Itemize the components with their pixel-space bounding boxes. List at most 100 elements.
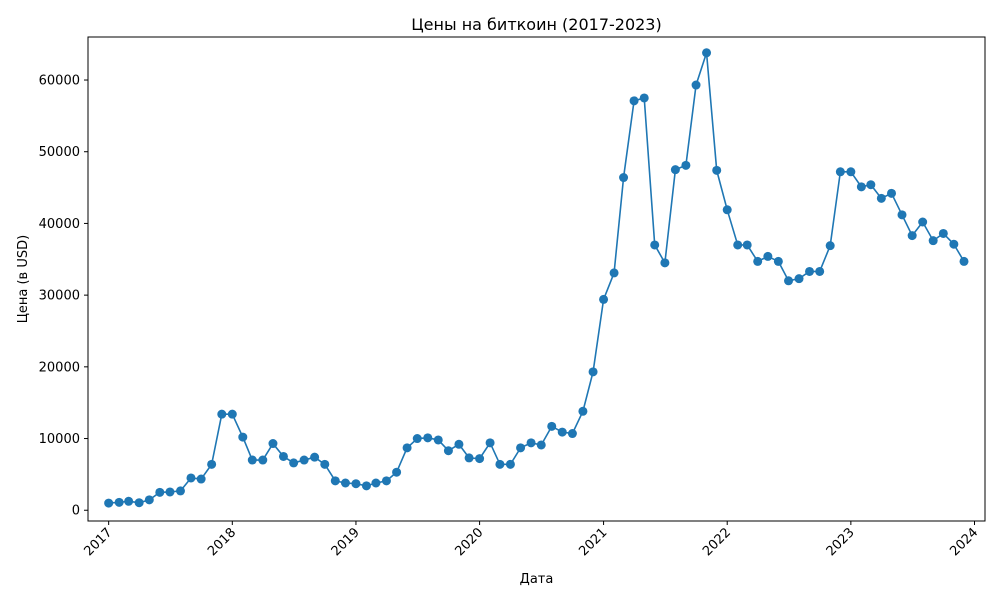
y-tick-label: 40000 bbox=[39, 217, 80, 232]
x-axis-title: Дата bbox=[520, 572, 554, 587]
data-point bbox=[505, 459, 515, 469]
data-point bbox=[959, 256, 969, 266]
data-point bbox=[784, 276, 794, 286]
x-axis-ticks: 2017 2018 2019 2020 2021 2022 2023 2024 bbox=[81, 521, 981, 559]
data-point bbox=[938, 228, 948, 238]
data-point bbox=[773, 256, 783, 266]
data-point bbox=[155, 487, 165, 497]
data-point bbox=[876, 193, 886, 203]
data-point bbox=[856, 182, 866, 192]
data-point bbox=[175, 486, 185, 496]
data-point bbox=[918, 217, 928, 227]
data-point bbox=[196, 474, 206, 484]
data-point bbox=[381, 476, 391, 486]
data-point bbox=[340, 478, 350, 488]
data-point bbox=[639, 93, 649, 103]
data-point bbox=[310, 452, 320, 462]
data-point bbox=[805, 266, 815, 276]
data-point bbox=[247, 455, 257, 465]
data-point bbox=[702, 48, 712, 58]
chart-title: Цены на биткоин (2017-2023) bbox=[411, 15, 661, 34]
y-tick-label: 60000 bbox=[39, 74, 80, 89]
data-point bbox=[412, 434, 422, 444]
data-point bbox=[258, 455, 268, 465]
data-point bbox=[526, 438, 536, 448]
data-point bbox=[547, 421, 557, 431]
data-point bbox=[433, 435, 443, 445]
data-point bbox=[454, 439, 464, 449]
data-point bbox=[485, 438, 495, 448]
data-point bbox=[650, 240, 660, 250]
data-point bbox=[423, 433, 433, 443]
plot-frame bbox=[87, 36, 986, 522]
data-point bbox=[557, 427, 567, 437]
y-tick-label: 50000 bbox=[39, 145, 80, 160]
data-point bbox=[299, 455, 309, 465]
data-point bbox=[897, 210, 907, 220]
data-point bbox=[144, 495, 154, 505]
data-point bbox=[207, 459, 217, 469]
data-point bbox=[278, 451, 288, 461]
data-point bbox=[536, 440, 546, 450]
data-point bbox=[794, 274, 804, 284]
data-point bbox=[712, 165, 722, 175]
price-series-points bbox=[104, 48, 969, 508]
data-point bbox=[124, 496, 134, 506]
y-axis-title: Цена (в USD) bbox=[16, 235, 31, 323]
data-point bbox=[443, 446, 453, 456]
data-point bbox=[495, 459, 505, 469]
data-point bbox=[599, 294, 609, 304]
data-point bbox=[928, 236, 938, 246]
data-point bbox=[691, 80, 701, 90]
plot-area bbox=[88, 37, 985, 521]
data-point bbox=[371, 478, 381, 488]
data-point bbox=[217, 409, 227, 419]
data-point bbox=[567, 429, 577, 439]
data-point bbox=[866, 180, 876, 190]
data-point bbox=[289, 458, 299, 468]
data-point bbox=[320, 459, 330, 469]
data-point bbox=[670, 165, 680, 175]
data-point bbox=[887, 188, 897, 198]
data-point bbox=[351, 479, 361, 489]
data-point bbox=[475, 454, 485, 464]
data-point bbox=[681, 160, 691, 170]
y-tick-label: 10000 bbox=[39, 432, 80, 447]
data-point bbox=[330, 476, 340, 486]
data-point bbox=[815, 266, 825, 276]
data-point bbox=[742, 240, 752, 250]
data-point bbox=[578, 406, 588, 416]
data-point bbox=[165, 487, 175, 497]
data-point bbox=[619, 173, 629, 183]
data-point bbox=[114, 497, 124, 507]
data-point bbox=[361, 481, 371, 491]
data-point bbox=[186, 473, 196, 483]
data-point bbox=[588, 367, 598, 377]
data-point bbox=[753, 256, 763, 266]
data-point bbox=[949, 239, 959, 249]
data-point bbox=[609, 268, 619, 278]
data-point bbox=[660, 258, 670, 268]
data-point bbox=[722, 205, 732, 215]
y-tick-label: 20000 bbox=[39, 360, 80, 375]
data-point bbox=[238, 432, 248, 442]
data-point bbox=[268, 439, 278, 449]
data-point bbox=[733, 240, 743, 250]
data-point bbox=[629, 96, 639, 106]
data-point bbox=[104, 498, 114, 508]
y-axis-ticks: 0 10000 20000 30000 40000 50000 60000 bbox=[39, 74, 88, 519]
data-point bbox=[835, 167, 845, 177]
data-point bbox=[825, 241, 835, 251]
data-point bbox=[227, 409, 237, 419]
data-point bbox=[464, 453, 474, 463]
data-point bbox=[907, 231, 917, 241]
data-point bbox=[846, 167, 856, 177]
data-point bbox=[392, 467, 402, 477]
y-tick-label: 0 bbox=[72, 504, 80, 519]
data-point bbox=[516, 443, 526, 453]
data-point bbox=[402, 443, 412, 453]
y-tick-label: 30000 bbox=[39, 289, 80, 304]
data-point bbox=[134, 498, 144, 508]
data-point bbox=[763, 251, 773, 261]
